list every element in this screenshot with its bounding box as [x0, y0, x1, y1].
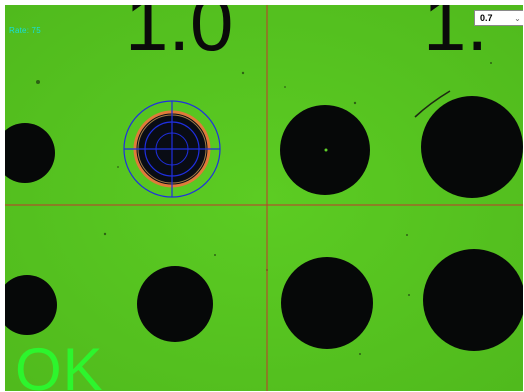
camera-view[interactable]: 1.0 1. [5, 5, 523, 391]
hole [5, 275, 57, 335]
hole [137, 266, 213, 342]
status-result: OK [15, 336, 104, 392]
microscope-image: 1.0 1. [5, 5, 523, 391]
hole [421, 96, 523, 198]
hole [423, 249, 523, 351]
zoom-value: 0.7 [480, 13, 493, 23]
rate-label: Rate: 75 [9, 26, 41, 35]
hole-speck [324, 148, 328, 152]
hole [281, 257, 373, 349]
detection-target [123, 100, 221, 198]
chevron-down-icon[interactable]: ⌄ [514, 13, 521, 23]
scratch [414, 90, 451, 118]
zoom-select[interactable]: 0.7 ⌄ [474, 10, 523, 26]
scale-number-left: 1.0 [125, 5, 233, 67]
hole [5, 123, 55, 183]
debris-specks [36, 62, 492, 355]
